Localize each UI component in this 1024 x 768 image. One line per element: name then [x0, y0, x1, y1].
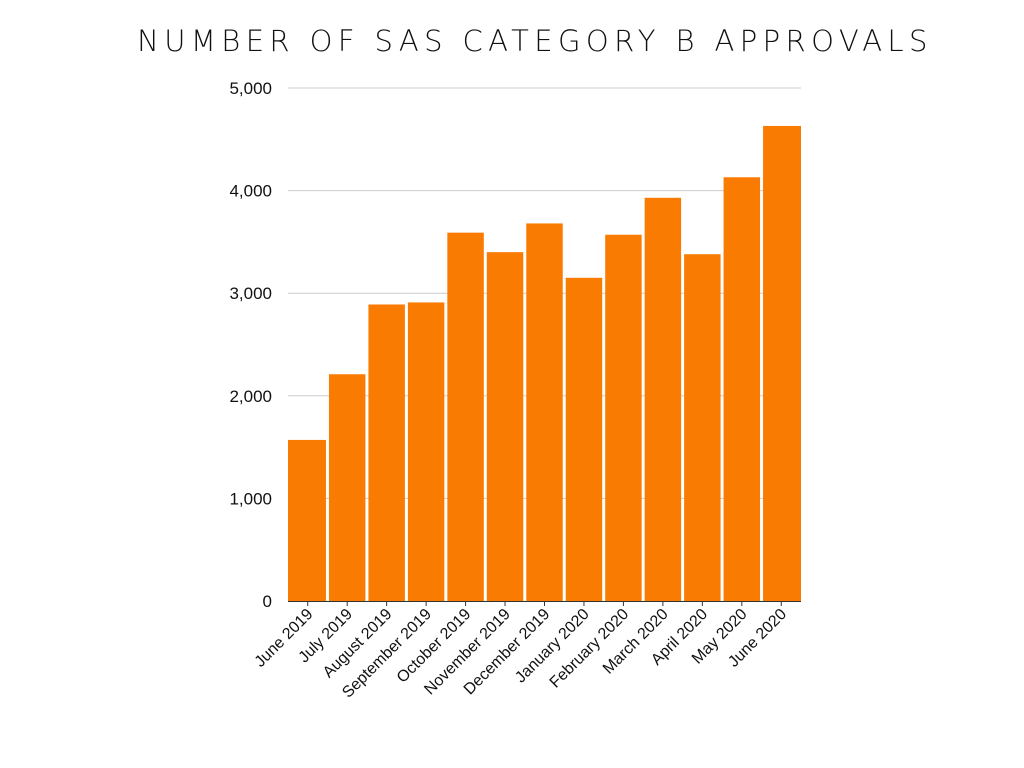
- y-tick-label: 1,000: [229, 489, 272, 508]
- y-tick-label: 2,000: [229, 387, 272, 406]
- bar: [407, 302, 445, 601]
- bar: [328, 374, 366, 601]
- bar: [723, 177, 761, 601]
- y-tick-label: 4,000: [229, 182, 272, 201]
- y-tick-label: 0: [263, 592, 272, 611]
- bar: [684, 254, 721, 601]
- bar: [288, 439, 326, 601]
- y-tick-label: 5,000: [229, 79, 272, 98]
- y-tick-label: 3,000: [229, 284, 272, 303]
- bar: [486, 252, 524, 601]
- bar: [605, 234, 642, 601]
- bar: [763, 125, 801, 601]
- chart-title: NUMBER OF SAS CATEGORY B APPROVALS: [137, 24, 933, 58]
- bars: [288, 125, 801, 602]
- y-axis: 0 1,000 2,000 3,000 4,000 5,000: [229, 79, 272, 611]
- bar: [447, 232, 484, 601]
- bar: [565, 277, 603, 601]
- bar: [644, 197, 682, 602]
- bar: [526, 223, 563, 601]
- bar: [368, 304, 405, 601]
